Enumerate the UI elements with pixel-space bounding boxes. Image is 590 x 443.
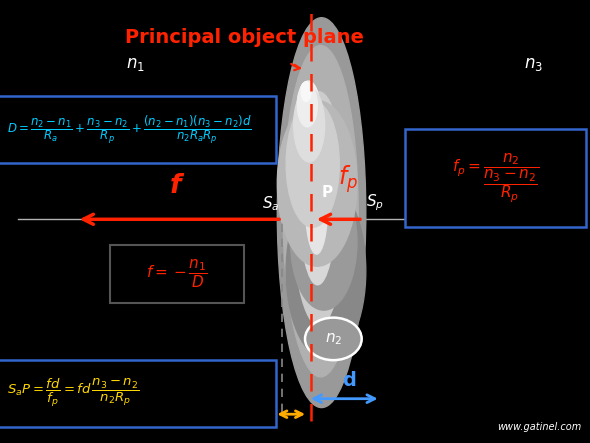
Ellipse shape [283, 46, 358, 377]
Ellipse shape [300, 82, 312, 101]
Text: $S_p$: $S_p$ [366, 192, 384, 213]
Text: $n_1$: $n_1$ [126, 55, 145, 73]
Text: $D = \dfrac{n_2 - n_1}{R_a} + \dfrac{n_3 - n_2}{R_p} + \dfrac{(n_2 - n_1)(n_3 - : $D = \dfrac{n_2 - n_1}{R_a} + \dfrac{n_3… [7, 113, 252, 146]
Text: $\boldsymbol{f}$: $\boldsymbol{f}$ [169, 173, 185, 199]
Text: $S_aP = \dfrac{fd}{f_p} = fd\,\dfrac{n_3 - n_2}{n_2 R_p}$: $S_aP = \dfrac{fd}{f_p} = fd\,\dfrac{n_3… [7, 377, 140, 409]
FancyBboxPatch shape [405, 129, 586, 227]
Text: $n_2$: $n_2$ [324, 331, 342, 347]
Ellipse shape [306, 157, 327, 254]
Circle shape [500, 39, 568, 90]
Ellipse shape [286, 183, 366, 359]
Text: Principal object plane: Principal object plane [126, 28, 364, 47]
FancyBboxPatch shape [110, 245, 244, 303]
Circle shape [101, 39, 170, 90]
Text: www.gatinel.com: www.gatinel.com [497, 422, 581, 432]
Text: P: P [322, 185, 333, 200]
Ellipse shape [301, 82, 311, 101]
Text: $\boldsymbol{f_p}$: $\boldsymbol{f_p}$ [338, 163, 358, 195]
FancyBboxPatch shape [0, 96, 276, 163]
Ellipse shape [277, 101, 357, 266]
Ellipse shape [294, 88, 324, 162]
Ellipse shape [291, 174, 357, 310]
Text: $S_a$: $S_a$ [261, 194, 279, 213]
Ellipse shape [297, 81, 319, 130]
Text: $n_3$: $n_3$ [525, 55, 543, 73]
Text: d: d [342, 371, 356, 390]
Ellipse shape [300, 129, 335, 285]
Text: $f = -\dfrac{n_1}{D}$: $f = -\dfrac{n_1}{D}$ [146, 257, 208, 290]
Ellipse shape [286, 101, 339, 227]
Ellipse shape [277, 18, 366, 408]
Circle shape [305, 318, 362, 360]
FancyBboxPatch shape [0, 360, 276, 427]
Ellipse shape [297, 84, 317, 127]
Text: $f_p = \dfrac{n_2}{\dfrac{n_3 - n_2}{R_p}}$: $f_p = \dfrac{n_2}{\dfrac{n_3 - n_2}{R_p… [452, 152, 539, 205]
Ellipse shape [293, 92, 346, 326]
